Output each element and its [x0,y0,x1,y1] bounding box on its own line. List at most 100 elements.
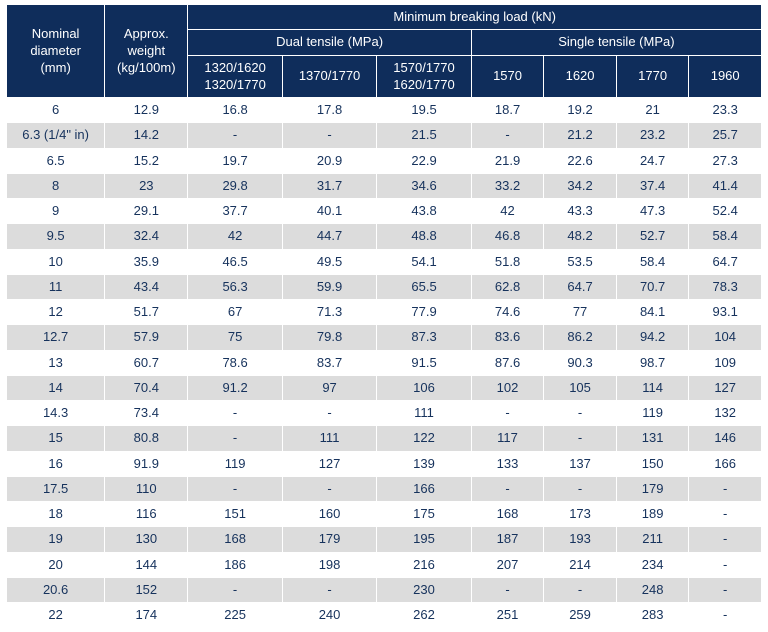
cell-value: - [188,476,282,501]
col-dual-2: 1370/1770 [282,55,376,98]
cell-value: 62.8 [471,274,544,299]
table-row: 6.3 (1/4" in)14.2--21.5-21.223.225.7 [7,123,762,148]
cell-value: - [471,577,544,602]
cell-value: 151 [188,502,282,527]
cell-value: 48.2 [544,224,617,249]
cell-value: 150 [616,451,689,476]
cell-value: - [689,476,762,501]
table-row: 20.6152--230--248- [7,577,762,602]
cell-value: - [188,577,282,602]
table-row: 929.137.740.143.84243.347.352.4 [7,199,762,224]
cell-value: 19.2 [544,98,617,123]
cell-value: 259 [544,603,617,628]
cell-value: 97 [282,375,376,400]
table-row: 82329.831.734.633.234.237.441.4 [7,173,762,198]
cell-value: 117 [471,426,544,451]
cell-value: 166 [689,451,762,476]
cell-value: 189 [616,502,689,527]
cell-value: 127 [689,375,762,400]
col-nominal-diameter: Nominal diameter (mm) [7,5,105,98]
cell-diameter: 17.5 [7,476,105,501]
cell-value: 175 [377,502,471,527]
cell-value: 187 [471,527,544,552]
nominal-line3: (mm) [40,60,70,76]
col-single-1960: 1960 [689,55,762,98]
cell-value: 18.7 [471,98,544,123]
cell-diameter: 14.3 [7,401,105,426]
cell-value: - [689,603,762,628]
cell-value: 20.9 [282,148,376,173]
cell-diameter: 20 [7,552,105,577]
cell-value: 262 [377,603,471,628]
cell-value: 102 [471,375,544,400]
cell-weight: 130 [105,527,188,552]
col-dual-3: 1570/1770 1620/1770 [377,55,471,98]
cell-weight: 80.8 [105,426,188,451]
cell-weight: 32.4 [105,224,188,249]
cell-value: - [282,401,376,426]
cell-value: 106 [377,375,471,400]
cell-value: 94.2 [616,325,689,350]
cell-value: - [282,577,376,602]
cell-value: 58.4 [689,224,762,249]
cell-diameter: 8 [7,173,105,198]
cell-value: 198 [282,552,376,577]
cell-value: 104 [689,325,762,350]
cell-value: 25.7 [689,123,762,148]
cell-value: 105 [544,375,617,400]
col-single-1570: 1570 [471,55,544,98]
cell-value: 23.3 [689,98,762,123]
cell-value: 29.8 [188,173,282,198]
cell-value: - [471,401,544,426]
cell-diameter: 9.5 [7,224,105,249]
cell-value: 195 [377,527,471,552]
cell-value: 78.6 [188,350,282,375]
table-row: 20144186198216207214234- [7,552,762,577]
cell-value: 46.5 [188,249,282,274]
cell-value: 131 [616,426,689,451]
cell-value: - [188,426,282,451]
cell-value: - [544,401,617,426]
nominal-line1: Nominal [32,26,80,42]
table-body: 612.916.817.819.518.719.22123.36.3 (1/4"… [7,98,762,628]
cell-value: 51.8 [471,249,544,274]
cell-value: 160 [282,502,376,527]
cell-value: 31.7 [282,173,376,198]
cell-diameter: 22 [7,603,105,628]
cell-value: 70.7 [616,274,689,299]
weight-line2: weight [128,43,166,59]
cell-value: - [689,502,762,527]
cell-value: 214 [544,552,617,577]
table-row: 1691.9119127139133137150166 [7,451,762,476]
cell-value: - [689,552,762,577]
cell-value: 78.3 [689,274,762,299]
cell-diameter: 20.6 [7,577,105,602]
cell-value: 91.2 [188,375,282,400]
cell-value: 207 [471,552,544,577]
table-row: 14.373.4--111--119132 [7,401,762,426]
table-container: Nominal diameter (mm) Approx. weight (kg… [0,0,768,632]
dual3-a: 1570/1770 [393,60,454,76]
cell-value: 90.3 [544,350,617,375]
cell-weight: 174 [105,603,188,628]
cell-value: 19.5 [377,98,471,123]
cell-value: 127 [282,451,376,476]
cell-diameter: 10 [7,249,105,274]
cell-value: 83.6 [471,325,544,350]
cell-value: 42 [471,199,544,224]
cell-value: - [471,476,544,501]
cell-value: 17.8 [282,98,376,123]
dual3-b: 1620/1770 [393,77,454,93]
cell-diameter: 18 [7,502,105,527]
cell-weight: 23 [105,173,188,198]
cell-value: 59.9 [282,274,376,299]
cell-weight: 60.7 [105,350,188,375]
cell-value: 137 [544,451,617,476]
cell-value: 37.4 [616,173,689,198]
col-min-breaking-load: Minimum breaking load (kN) [188,5,762,30]
cell-diameter: 9 [7,199,105,224]
cell-value: 34.6 [377,173,471,198]
table-header: Nominal diameter (mm) Approx. weight (kg… [7,5,762,98]
cell-value: 23.2 [616,123,689,148]
cell-value: - [471,123,544,148]
